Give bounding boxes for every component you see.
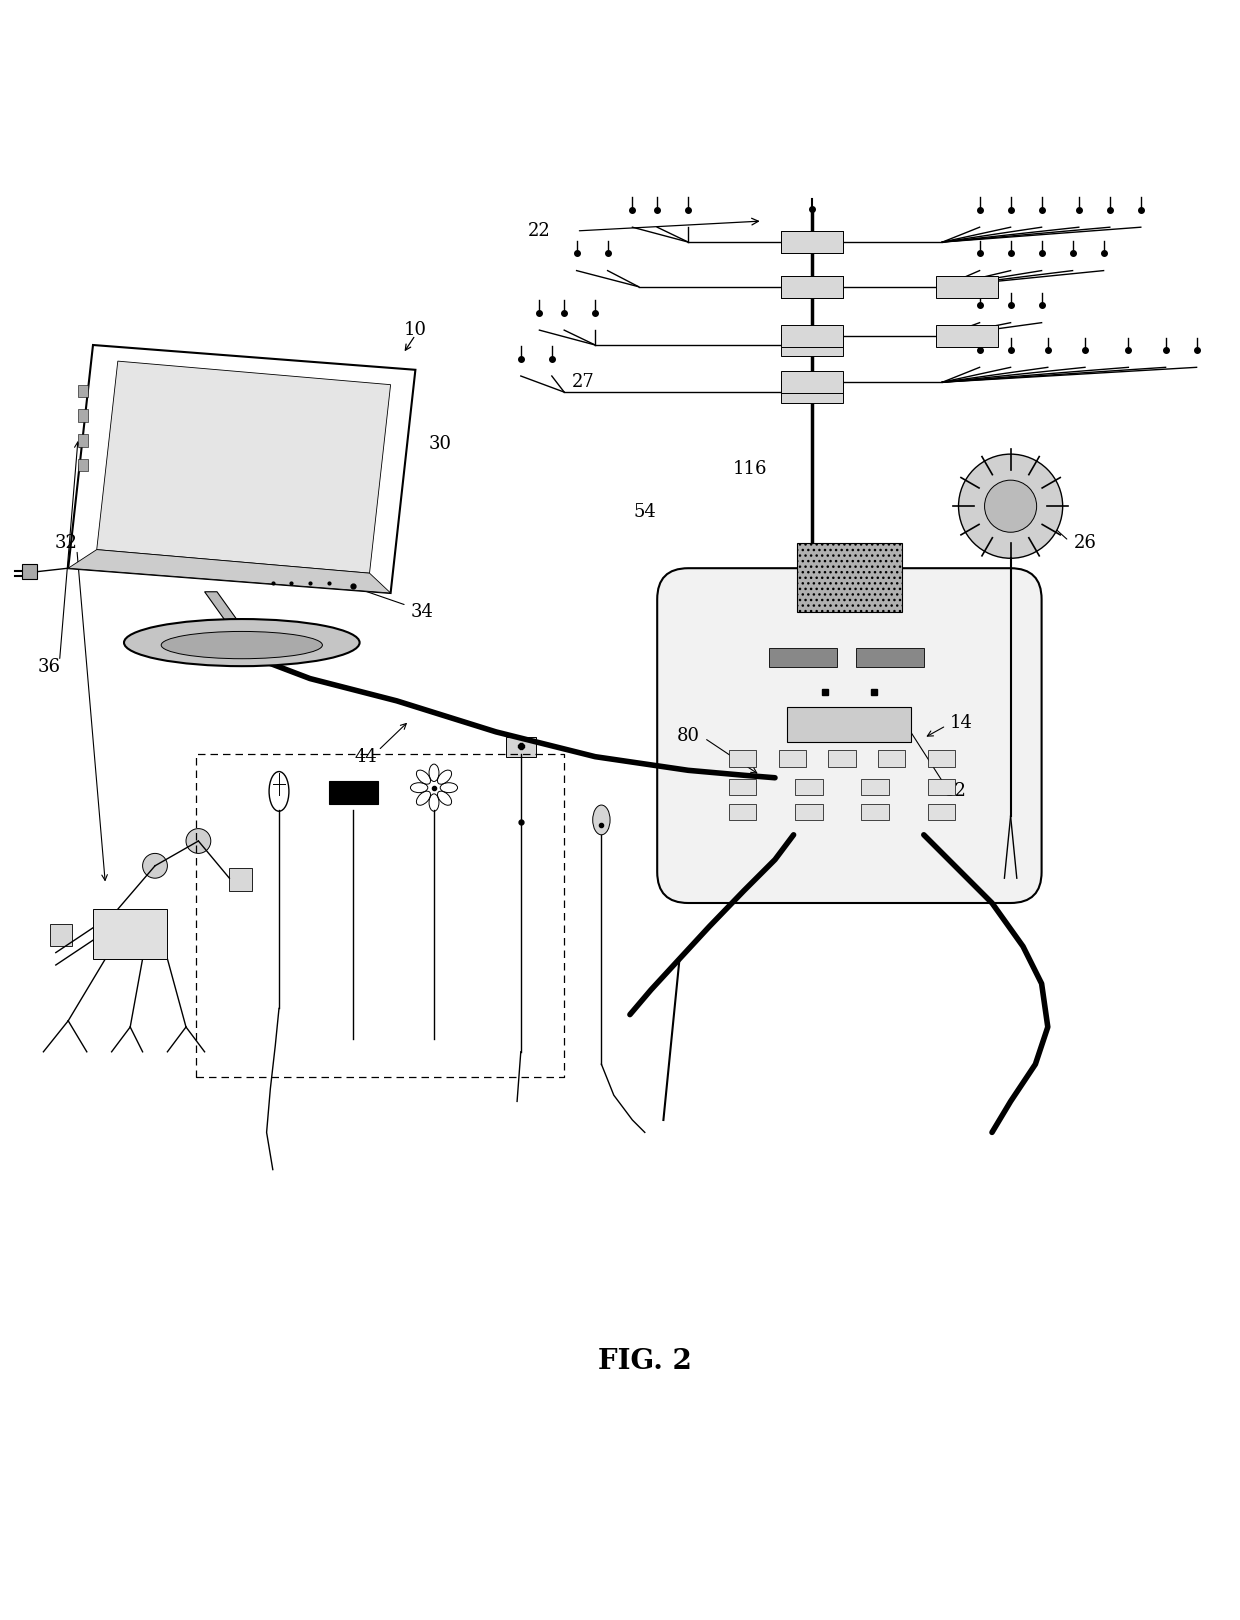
Polygon shape (68, 549, 391, 593)
Bar (781, 334, 843, 356)
Bar (78, 458, 88, 471)
Bar (828, 750, 856, 766)
Bar (781, 275, 843, 298)
Text: 26: 26 (1074, 535, 1096, 552)
Text: 82: 82 (944, 782, 966, 800)
Bar (729, 750, 756, 766)
Text: 44: 44 (355, 748, 377, 766)
Text: 10: 10 (404, 321, 427, 339)
Bar (878, 750, 905, 766)
Ellipse shape (124, 619, 360, 666)
Bar (928, 750, 955, 766)
Polygon shape (97, 361, 391, 573)
Ellipse shape (593, 805, 610, 834)
Polygon shape (205, 591, 242, 627)
Circle shape (186, 828, 211, 854)
Bar (78, 384, 88, 397)
Text: 12: 12 (119, 436, 141, 454)
Bar (779, 750, 806, 766)
Text: 30: 30 (429, 436, 451, 454)
Bar (795, 804, 822, 820)
Text: 22: 22 (528, 222, 551, 240)
Bar (795, 779, 822, 795)
Circle shape (143, 854, 167, 878)
Bar (936, 326, 998, 347)
Text: 32: 32 (55, 535, 77, 552)
Text: 54: 54 (634, 504, 656, 522)
Text: FIG. 2: FIG. 2 (598, 1348, 692, 1375)
Bar (781, 275, 843, 298)
Bar (856, 648, 924, 667)
Bar (787, 706, 911, 742)
Circle shape (985, 480, 1037, 533)
Text: 34: 34 (410, 603, 433, 620)
Ellipse shape (161, 632, 322, 659)
Text: 28: 28 (243, 399, 265, 416)
Bar (781, 232, 843, 253)
Bar (797, 543, 903, 612)
Text: 14: 14 (950, 714, 972, 732)
Text: 30: 30 (324, 436, 346, 454)
Bar (50, 923, 72, 946)
Bar (862, 779, 889, 795)
Bar (862, 804, 889, 820)
Bar (78, 434, 88, 447)
Bar (781, 381, 843, 403)
Bar (93, 909, 167, 959)
Text: 116: 116 (733, 460, 768, 478)
Bar (729, 779, 756, 795)
Bar (506, 737, 536, 757)
Bar (781, 232, 843, 253)
Text: 80: 80 (677, 727, 699, 745)
Bar (928, 779, 955, 795)
Bar (329, 781, 378, 804)
Bar (78, 410, 88, 421)
Bar (729, 804, 756, 820)
Bar (936, 275, 998, 298)
Bar (928, 804, 955, 820)
Bar (769, 648, 837, 667)
Bar (781, 371, 843, 394)
Bar (781, 326, 843, 347)
Text: 27: 27 (572, 373, 594, 390)
Circle shape (959, 454, 1063, 559)
FancyBboxPatch shape (657, 569, 1042, 902)
Bar (229, 868, 252, 891)
Bar (22, 564, 37, 580)
Text: 36: 36 (38, 658, 61, 677)
